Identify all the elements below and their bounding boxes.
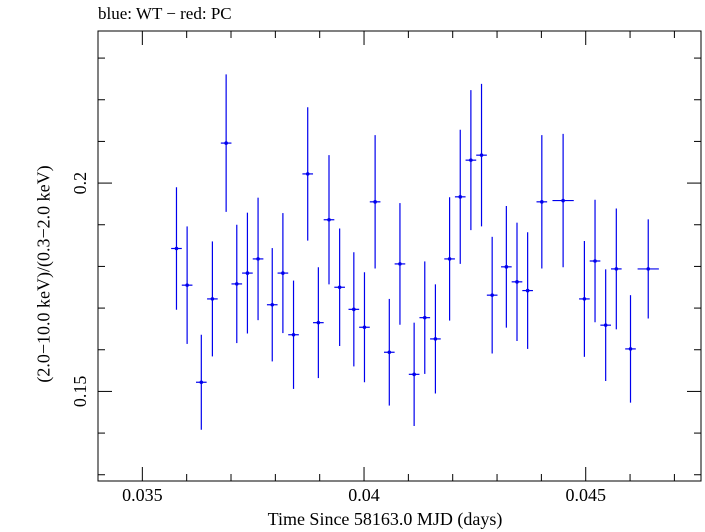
data-point	[408, 322, 420, 426]
data-point	[444, 197, 455, 321]
point-marker	[174, 246, 179, 251]
y-tick-label: 0.2	[70, 172, 90, 195]
data-point	[242, 212, 253, 334]
data-point	[552, 133, 574, 268]
data-point	[181, 226, 193, 344]
point-marker	[646, 267, 651, 271]
point-marker	[479, 153, 484, 157]
point-marker	[281, 271, 285, 275]
data-point	[220, 74, 232, 212]
data-point	[207, 241, 218, 357]
point-marker	[352, 307, 356, 312]
data-point	[501, 206, 512, 328]
data-point	[323, 155, 335, 285]
point-marker	[373, 200, 377, 204]
data-point	[536, 135, 548, 269]
data-point	[383, 298, 395, 406]
data-point	[277, 213, 289, 334]
point-marker	[210, 297, 215, 301]
data-point	[419, 261, 431, 374]
data-point	[600, 269, 611, 381]
ticks: 0.035 0.04 0.045 0.15 0.2	[70, 31, 701, 505]
data-point	[579, 241, 590, 357]
point-marker	[387, 350, 392, 355]
data-point	[266, 248, 278, 362]
point-marker	[245, 271, 250, 275]
y-axis-label: (2.0−10.0 keV)/(0.3−2.0 keV)	[33, 165, 54, 383]
plot-frame	[97, 30, 702, 482]
point-marker	[337, 285, 342, 290]
data-point	[394, 203, 406, 325]
point-marker	[327, 217, 331, 222]
point-marker	[447, 257, 452, 261]
data-point	[288, 280, 299, 389]
data-point	[476, 83, 487, 227]
y-tick-label: 0.15	[70, 376, 90, 408]
point-marker	[316, 320, 321, 325]
point-marker	[362, 325, 367, 330]
point-marker	[256, 257, 260, 261]
point-marker	[469, 158, 473, 162]
data-point	[231, 224, 243, 344]
data-point	[522, 232, 533, 349]
data-point	[511, 222, 523, 341]
point-marker	[433, 337, 438, 341]
data-point	[637, 219, 659, 319]
data-point	[359, 272, 370, 383]
chart-title: blue: WT − red: PC	[98, 4, 232, 23]
data-point	[369, 135, 381, 269]
point-marker	[504, 265, 509, 269]
point-marker	[185, 283, 189, 287]
point-marker	[603, 323, 608, 327]
data-point	[195, 334, 207, 430]
point-marker	[224, 141, 228, 145]
point-marker	[458, 195, 463, 199]
point-marker	[515, 280, 519, 284]
data-point	[454, 129, 466, 264]
x-axis-label: Time Since 58163.0 MJD (days)	[267, 509, 503, 529]
point-marker	[234, 282, 239, 286]
data-point	[313, 267, 324, 379]
point-marker	[614, 267, 619, 271]
data-point	[302, 107, 314, 241]
data-point	[430, 284, 441, 394]
point-marker	[593, 259, 597, 263]
point-marker	[305, 172, 310, 176]
data-point	[465, 90, 477, 231]
data-point	[334, 228, 345, 346]
data-point	[348, 252, 360, 367]
point-marker	[490, 293, 494, 297]
point-marker	[561, 198, 565, 203]
data-point	[625, 295, 636, 403]
point-marker	[525, 288, 530, 293]
point-marker	[199, 380, 204, 385]
x-tick-label: 0.045	[565, 485, 606, 505]
point-marker	[270, 302, 275, 307]
data-point	[486, 236, 498, 354]
point-marker	[628, 347, 633, 351]
point-marker	[540, 200, 544, 204]
x-tick-label: 0.04	[348, 485, 380, 505]
data-point	[589, 199, 601, 323]
x-tick-label: 0.035	[122, 485, 163, 505]
point-marker	[422, 315, 427, 320]
point-marker	[398, 262, 402, 266]
data-point	[171, 187, 182, 310]
data-points	[171, 74, 659, 430]
axes	[97, 30, 702, 482]
data-point	[252, 197, 264, 321]
point-marker	[412, 372, 416, 377]
data-point	[610, 208, 622, 330]
point-marker	[582, 297, 587, 301]
point-marker	[291, 332, 296, 337]
